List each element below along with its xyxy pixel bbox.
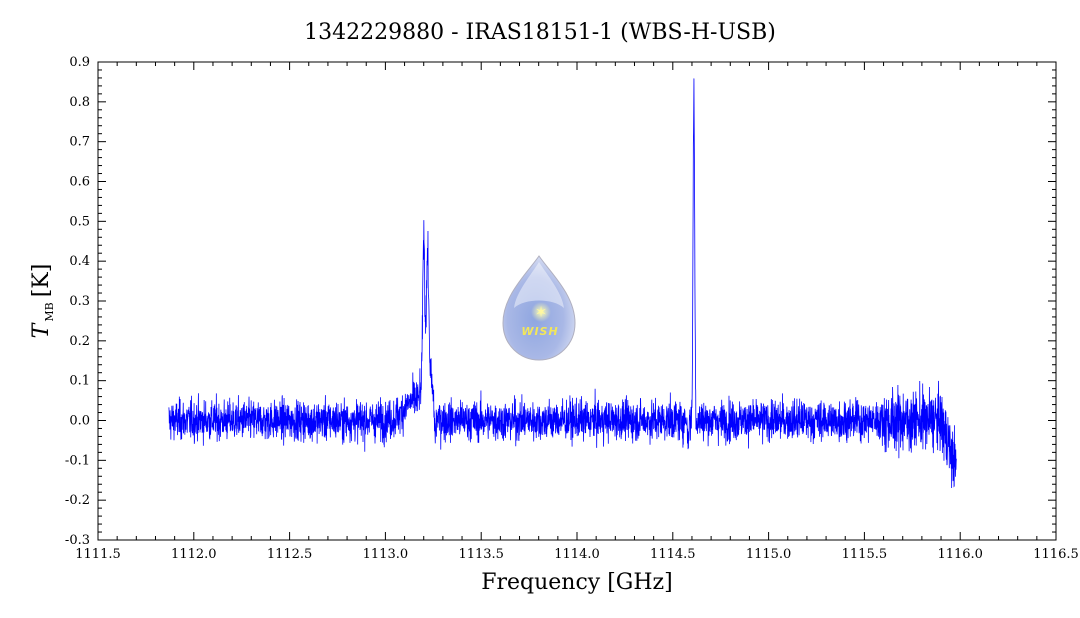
- x-tick-label: 1114.0: [554, 547, 600, 562]
- y-tick-label: -0.2: [65, 493, 90, 508]
- y-axis: -0.3 -0.2 -0.1 0.0 0.1 0.2 0.3 0.4 0.5 0.6 0.7 0.8 0…: [65, 55, 1056, 548]
- x-tick-label: 1112.0: [171, 547, 217, 562]
- x-tick-label: 1111.5: [75, 547, 121, 562]
- x-tick-label: 1115.5: [842, 547, 888, 562]
- x-tick-label: 1112.5: [267, 547, 313, 562]
- plot-frame: [97, 61, 1057, 541]
- chart-title: 1342229880 - IRAS18151-1 (WBS-H-USB): [304, 20, 776, 45]
- x-tick-label: 1116.5: [1033, 547, 1079, 562]
- series-layer: [168, 78, 957, 489]
- y-tick-label: 0.2: [69, 334, 90, 349]
- y-tick-label: 0.9: [69, 55, 90, 70]
- spectrum-line: [168, 78, 957, 489]
- x-tick-label: 1116.0: [937, 547, 983, 562]
- y-tick-label: 0.1: [69, 374, 90, 389]
- y-tick-label: 0.8: [69, 95, 90, 110]
- y-tick-label: 0.7: [69, 135, 90, 150]
- x-tick-label: 1113.5: [458, 547, 504, 562]
- x-axis: 1111.5 1112.0 1112.5 1113.0 1113.5 1114.0 1114…: [75, 62, 1079, 562]
- y-tick-label: 0.4: [69, 254, 90, 269]
- y-tick-label: 0.6: [69, 175, 90, 190]
- svg-text:TMB[K]: TMB [K]: [29, 264, 56, 339]
- wish-logo: ✶ WISH: [502, 255, 576, 361]
- x-tick-label: 1113.0: [363, 547, 409, 562]
- y-axis-label: TMB [K]: [29, 264, 56, 339]
- logo-text: WISH: [521, 325, 558, 338]
- y-tick-label: 0.0: [69, 414, 90, 429]
- y-axis-label-sub: MB: [43, 302, 56, 321]
- y-axis-label-unit: [K]: [29, 264, 54, 298]
- star-icon: ✶: [535, 303, 548, 321]
- y-tick-label: -0.1: [65, 453, 90, 468]
- x-axis-label: Frequency [GHz]: [481, 570, 673, 595]
- y-axis-label-main: T: [29, 321, 54, 338]
- y-tick-label: 0.3: [69, 294, 90, 309]
- y-tick-label: 0.5: [69, 214, 90, 229]
- plot-border: [97, 61, 1057, 541]
- x-tick-label: 1114.5: [650, 547, 696, 562]
- y-tick-label: -0.3: [65, 533, 90, 548]
- x-tick-label: 1115.0: [746, 547, 792, 562]
